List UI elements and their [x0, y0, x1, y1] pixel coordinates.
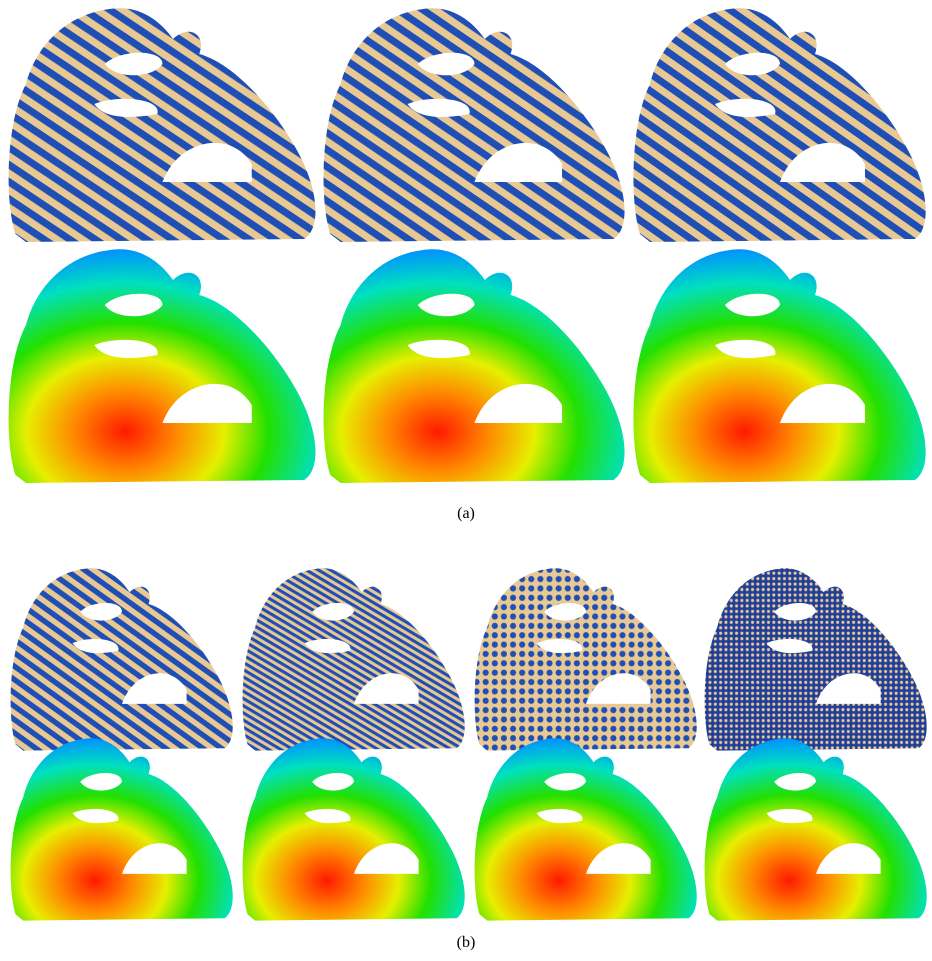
distance-map: [11, 738, 233, 920]
distance-map: [243, 738, 465, 920]
stripe-render: [705, 568, 927, 750]
figure: (a) (b): [0, 0, 932, 961]
distance-map: [324, 249, 625, 483]
panel-label: (a): [0, 505, 932, 523]
stripe-render: [633, 8, 925, 242]
stripe-render: [324, 8, 625, 242]
distance-map: [633, 249, 925, 483]
distance-map: [475, 738, 697, 920]
stripe-render: [243, 568, 465, 750]
distance-map: [9, 249, 316, 483]
figure-art: [0, 0, 932, 961]
stripe-render: [9, 8, 316, 242]
stripe-render: [475, 568, 697, 750]
stripe-render: [11, 568, 233, 750]
panel-label: (b): [0, 934, 932, 952]
distance-map: [705, 738, 927, 920]
